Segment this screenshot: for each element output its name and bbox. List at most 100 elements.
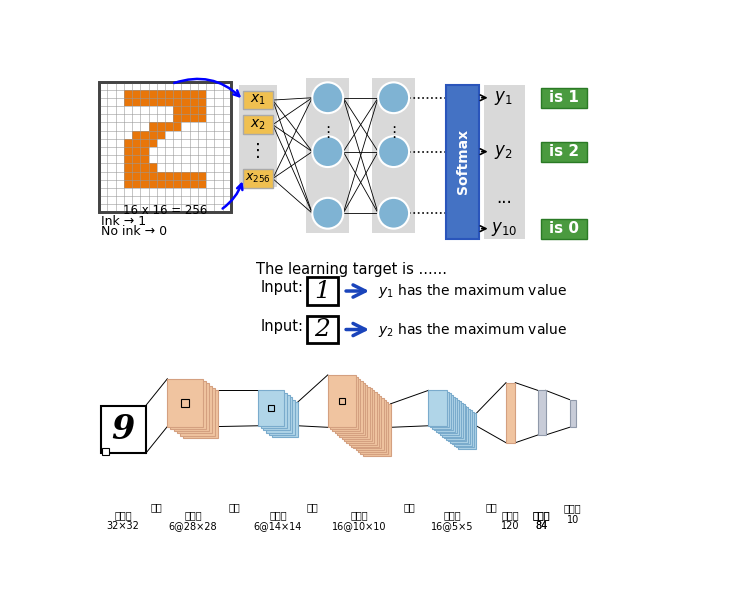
Bar [538, 391, 545, 435]
Bar [455, 412, 474, 447]
Bar [335, 381, 363, 433]
Bar [438, 398, 457, 434]
Text: ⋮: ⋮ [386, 125, 401, 140]
Bar [306, 78, 349, 232]
Bar [132, 90, 140, 98]
Text: 卷积: 卷积 [151, 502, 162, 512]
Text: 采样: 采样 [404, 502, 415, 512]
Bar [446, 404, 464, 440]
Bar [140, 155, 148, 163]
Bar [307, 316, 338, 343]
Bar [198, 180, 206, 188]
Bar [180, 388, 216, 436]
Text: 1: 1 [314, 280, 330, 303]
Text: $y_2$ has the maximum value: $y_2$ has the maximum value [378, 320, 567, 339]
Bar [363, 404, 390, 456]
Bar [434, 395, 453, 430]
Bar [431, 392, 449, 427]
Bar [132, 180, 140, 188]
Bar [271, 402, 298, 437]
Bar [198, 98, 206, 106]
Bar [132, 155, 140, 163]
Bar [124, 180, 132, 188]
Bar [140, 172, 148, 180]
Text: 连接层
84: 连接层 84 [533, 510, 550, 532]
Text: Input:: Input: [260, 319, 303, 334]
Bar [173, 180, 181, 188]
Text: is 0: is 0 [549, 221, 579, 236]
Bar [140, 139, 148, 147]
Bar [269, 399, 295, 435]
Bar [541, 219, 588, 239]
Bar [132, 147, 140, 155]
Bar [569, 399, 576, 427]
Ellipse shape [378, 83, 409, 113]
Bar [165, 180, 173, 188]
Bar [356, 398, 384, 450]
Text: ⋮: ⋮ [320, 125, 336, 140]
Bar [198, 106, 206, 114]
Bar [167, 379, 203, 427]
Bar [132, 98, 140, 106]
Bar [452, 409, 470, 444]
Ellipse shape [312, 83, 344, 113]
Bar [124, 139, 132, 147]
Bar [458, 414, 476, 449]
Bar [99, 81, 231, 212]
Text: 16 x 16 = 256: 16 x 16 = 256 [123, 204, 207, 217]
Text: 采样: 采样 [229, 502, 240, 512]
Bar [243, 116, 273, 134]
Text: 连接层
84: 连接层 84 [533, 510, 550, 532]
Text: 卷积: 卷积 [307, 502, 319, 512]
Bar [432, 394, 451, 429]
Text: Softmax: Softmax [455, 129, 469, 194]
Text: is 1: is 1 [549, 90, 579, 105]
Text: $x_1$: $x_1$ [250, 93, 266, 107]
Bar [181, 180, 190, 188]
Bar [170, 381, 206, 429]
Bar [156, 123, 165, 130]
Text: $y_{10}$: $y_{10}$ [491, 219, 517, 238]
Text: 卷积层
16@10×10: 卷积层 16@10×10 [332, 510, 387, 532]
Bar [190, 98, 198, 106]
Bar [307, 277, 338, 305]
Bar [333, 379, 360, 431]
Bar [173, 106, 181, 114]
Text: 卷积层
120: 卷积层 120 [501, 510, 520, 532]
Bar [124, 98, 132, 106]
Bar [243, 91, 273, 109]
Bar [506, 383, 515, 442]
Bar [132, 139, 140, 147]
Bar [353, 396, 382, 448]
Bar [181, 114, 190, 123]
Bar [132, 172, 140, 180]
Bar [190, 106, 198, 114]
Bar [190, 172, 198, 180]
Bar [124, 90, 132, 98]
Bar [148, 139, 156, 147]
Text: 9: 9 [112, 413, 135, 446]
Text: No ink → 0: No ink → 0 [101, 225, 167, 238]
Bar [541, 88, 588, 108]
Bar [198, 114, 206, 123]
Bar [173, 123, 181, 130]
Bar [173, 98, 181, 106]
Bar [450, 407, 469, 442]
Bar [436, 396, 455, 432]
Text: $y_1$: $y_1$ [494, 88, 513, 107]
Bar [99, 81, 231, 212]
Bar [448, 406, 466, 441]
Bar [485, 84, 525, 239]
Bar [165, 172, 173, 180]
Text: 2: 2 [314, 318, 330, 341]
Text: $x_2$: $x_2$ [250, 117, 266, 132]
Bar [132, 163, 140, 172]
Bar [181, 106, 190, 114]
Bar [428, 391, 447, 426]
Bar [258, 391, 284, 426]
Bar [148, 123, 156, 130]
Bar [165, 123, 173, 130]
Text: 采样层
6@14×14: 采样层 6@14×14 [254, 510, 302, 532]
Bar [140, 98, 148, 106]
Bar [165, 98, 173, 106]
